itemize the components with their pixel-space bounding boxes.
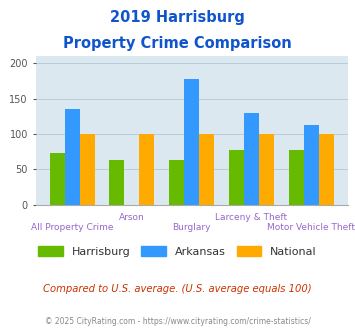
Text: Arson: Arson [119,213,145,222]
Bar [65,109,80,205]
Bar [289,150,304,205]
Bar [304,125,319,205]
Text: Burglary: Burglary [173,223,211,232]
Text: 2019 Harrisburg: 2019 Harrisburg [110,10,245,25]
Text: Larceny & Theft: Larceny & Theft [215,213,288,222]
Legend: Harrisburg, Arkansas, National: Harrisburg, Arkansas, National [34,242,321,261]
Bar [169,160,184,205]
Bar [319,134,334,205]
Bar [109,160,125,205]
Bar [140,134,154,205]
Text: Motor Vehicle Theft: Motor Vehicle Theft [267,223,355,232]
Bar [259,134,274,205]
Text: All Property Crime: All Property Crime [31,223,113,232]
Text: Compared to U.S. average. (U.S. average equals 100): Compared to U.S. average. (U.S. average … [43,284,312,294]
Bar [50,153,65,205]
Text: © 2025 CityRating.com - https://www.cityrating.com/crime-statistics/: © 2025 CityRating.com - https://www.city… [45,317,310,326]
Text: Property Crime Comparison: Property Crime Comparison [63,36,292,51]
Bar [244,114,259,205]
Bar [199,134,214,205]
Bar [229,150,244,205]
Bar [80,134,94,205]
Bar [184,80,199,205]
